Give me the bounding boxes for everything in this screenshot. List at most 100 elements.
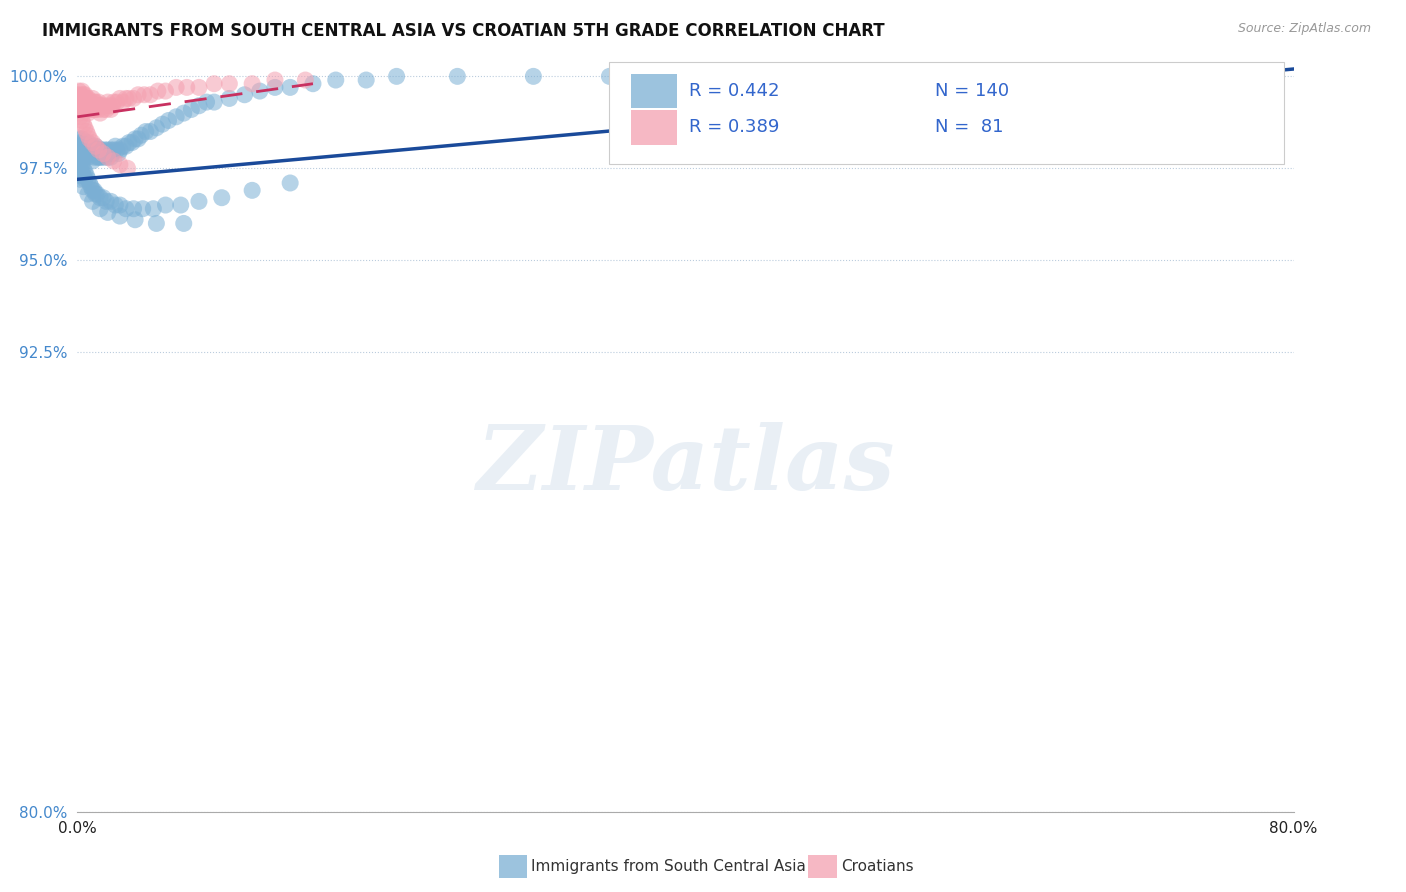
Point — [202, 95, 225, 109]
Point — [152, 117, 174, 131]
Point — [93, 150, 115, 164]
Point — [111, 139, 134, 153]
Point — [84, 95, 107, 109]
Point — [72, 136, 94, 150]
Point — [188, 194, 211, 209]
Point — [218, 91, 240, 105]
Point — [107, 146, 129, 161]
Point — [82, 139, 104, 153]
Point — [202, 77, 225, 91]
Point — [84, 103, 107, 117]
Point — [73, 172, 96, 186]
Point — [180, 103, 202, 117]
Bar — [631, 110, 676, 145]
Text: IMMIGRANTS FROM SOUTH CENTRAL ASIA VS CROATIAN 5TH GRADE CORRELATION CHART: IMMIGRANTS FROM SOUTH CENTRAL ASIA VS CR… — [42, 22, 884, 40]
Text: R = 0.389: R = 0.389 — [689, 119, 779, 136]
Point — [87, 143, 110, 157]
Point — [211, 191, 233, 205]
Text: ZIPatlas: ZIPatlas — [477, 422, 894, 508]
Point — [278, 176, 301, 190]
Point — [66, 153, 89, 168]
Point — [100, 143, 122, 157]
Point — [104, 139, 127, 153]
Point — [93, 99, 115, 113]
Point — [87, 143, 110, 157]
Point — [80, 179, 103, 194]
Point — [89, 99, 111, 113]
Point — [72, 179, 94, 194]
Point — [89, 106, 111, 120]
Point — [100, 103, 122, 117]
Point — [67, 158, 90, 172]
Text: Immigrants from South Central Asia: Immigrants from South Central Asia — [531, 859, 807, 873]
Point — [278, 80, 301, 95]
Point — [69, 172, 91, 186]
Point — [86, 150, 108, 164]
Point — [124, 132, 146, 146]
Point — [385, 70, 408, 84]
Point — [294, 73, 316, 87]
Point — [75, 139, 97, 153]
Point — [157, 113, 180, 128]
Point — [87, 150, 110, 164]
Point — [67, 165, 90, 179]
Point — [134, 87, 156, 102]
Point — [96, 194, 118, 209]
Text: R = 0.442: R = 0.442 — [689, 82, 779, 100]
Point — [101, 146, 124, 161]
Point — [118, 91, 141, 105]
Point — [69, 103, 91, 117]
Point — [115, 202, 138, 216]
Point — [122, 91, 145, 105]
Bar — [631, 74, 676, 109]
Point — [67, 146, 90, 161]
Point — [84, 187, 107, 202]
Point — [77, 136, 100, 150]
Point — [70, 91, 93, 105]
Point — [117, 161, 139, 176]
Point — [89, 143, 111, 157]
Point — [93, 143, 115, 157]
Point — [67, 91, 90, 105]
Point — [82, 146, 104, 161]
Point — [249, 84, 271, 98]
Point — [302, 77, 325, 91]
Point — [86, 187, 108, 202]
Point — [79, 146, 101, 161]
Point — [72, 87, 94, 102]
Point — [118, 136, 141, 150]
Point — [87, 95, 110, 109]
Point — [96, 103, 118, 117]
Point — [91, 146, 114, 161]
Point — [72, 169, 94, 183]
Point — [79, 103, 101, 117]
Point — [173, 216, 195, 230]
Point — [84, 146, 107, 161]
Point — [446, 70, 468, 84]
Point — [218, 77, 240, 91]
Point — [354, 73, 377, 87]
Point — [195, 95, 218, 109]
Point — [72, 161, 94, 176]
Point — [155, 84, 177, 98]
Point — [108, 198, 131, 212]
Point — [188, 80, 211, 95]
Point — [77, 150, 100, 164]
Point — [325, 73, 347, 87]
Point — [89, 202, 111, 216]
Point — [188, 99, 211, 113]
Text: Source: ZipAtlas.com: Source: ZipAtlas.com — [1237, 22, 1371, 36]
Point — [73, 95, 96, 109]
Point — [91, 146, 114, 161]
Point — [83, 143, 105, 157]
Point — [73, 87, 96, 102]
Point — [105, 143, 128, 157]
Point — [598, 70, 620, 84]
Point — [96, 146, 118, 161]
Point — [104, 198, 127, 212]
Point — [139, 87, 162, 102]
Point — [77, 128, 100, 143]
Point — [83, 183, 105, 197]
Point — [108, 143, 131, 157]
Point — [86, 99, 108, 113]
